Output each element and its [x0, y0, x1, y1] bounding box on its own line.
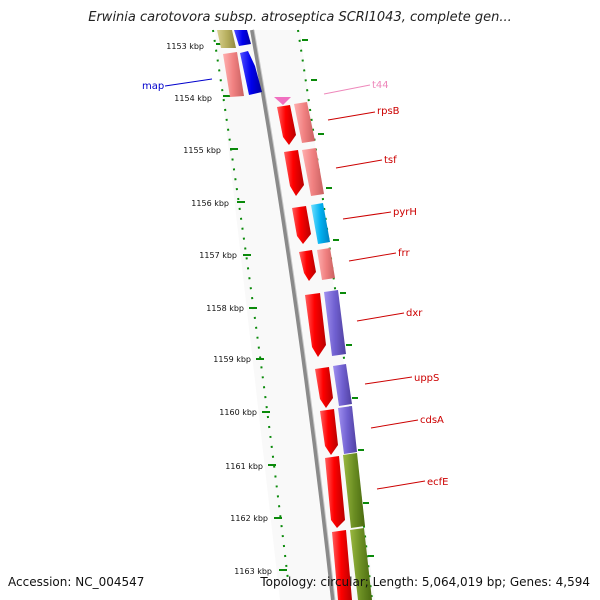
gene-rpsB[interactable] — [294, 102, 315, 143]
gene-label-frr[interactable]: frr — [398, 248, 410, 259]
sequence-backbone — [250, 29, 335, 600]
gene-pyrH[interactable] — [311, 203, 330, 244]
gene-dxr[interactable] — [324, 290, 346, 356]
kbp-labels: 1153 kbp 1154 kbp 1155 kbp 1156 kbp 1157… — [166, 42, 272, 576]
feature-map-pink[interactable] — [223, 52, 244, 97]
gene-next-forward[interactable] — [332, 530, 352, 600]
gene-ecfE[interactable] — [343, 453, 365, 528]
leader-lines — [164, 78, 426, 490]
outer-ring-ticks — [302, 39, 374, 557]
gene-pyrH-forward[interactable] — [292, 206, 311, 244]
map-title: Erwinia carotovora subsp. atroseptica SC… — [88, 10, 512, 25]
kbp-label-1157: 1157 kbp — [199, 251, 237, 260]
gene-label-map[interactable]: map — [142, 81, 164, 92]
feature-khaki[interactable] — [217, 30, 236, 48]
gene-label-pyrH[interactable]: pyrH — [393, 207, 417, 218]
gene-next[interactable] — [350, 528, 372, 600]
gene-cdsA[interactable] — [338, 406, 357, 454]
kbp-label-1155: 1155 kbp — [183, 146, 221, 155]
gene-label-tsf[interactable]: tsf — [384, 155, 397, 166]
gene-label-t44[interactable]: t44 — [372, 80, 389, 91]
gene-cdsA-forward[interactable] — [320, 409, 338, 455]
gene-label-cdsA[interactable]: cdsA — [420, 415, 444, 426]
feature-map[interactable] — [240, 51, 262, 95]
kbp-label-1163: 1163 kbp — [234, 567, 272, 576]
kbp-label-1161: 1161 kbp — [225, 462, 263, 471]
feature-t44[interactable] — [274, 97, 291, 105]
upstream-features[interactable] — [217, 30, 262, 97]
gene-uppS-forward[interactable] — [315, 367, 333, 408]
gene-frr-forward[interactable] — [299, 250, 316, 281]
feature-blue-top[interactable] — [234, 30, 251, 46]
gene-tsf[interactable] — [302, 148, 324, 196]
kbp-label-1154: 1154 kbp — [174, 94, 212, 103]
gene-label-dxr[interactable]: dxr — [406, 308, 423, 319]
kbp-label-1160: 1160 kbp — [219, 408, 257, 417]
kbp-label-1159: 1159 kbp — [213, 355, 251, 364]
gene-frr[interactable] — [317, 248, 335, 280]
gene-labels: map t44 rpsB tsf pyrH frr dxr uppS cdsA … — [142, 80, 449, 488]
gene-rpsB-forward[interactable] — [277, 105, 296, 145]
gene-tsf-forward[interactable] — [284, 150, 304, 196]
kbp-label-1156: 1156 kbp — [191, 199, 229, 208]
backbone-highlight — [253, 29, 336, 600]
gene-ecfE-forward[interactable] — [325, 456, 345, 528]
summary-text: Topology: circular; Length: 5,064,019 bp… — [260, 575, 590, 589]
gene-features[interactable] — [277, 102, 372, 600]
gene-uppS[interactable] — [333, 364, 352, 406]
kbp-label-1162: 1162 kbp — [230, 514, 268, 523]
accession-text: Accession: NC_004547 — [8, 575, 145, 589]
gene-label-rpsB[interactable]: rpsB — [377, 106, 400, 117]
kbp-label-1153: 1153 kbp — [166, 42, 204, 51]
kbp-label-1158: 1158 kbp — [206, 304, 244, 313]
kbp-ticks — [216, 43, 287, 571]
gene-label-ecfE[interactable]: ecfE — [427, 477, 449, 488]
gene-dxr-forward[interactable] — [305, 293, 326, 357]
gene-label-uppS[interactable]: uppS — [414, 373, 439, 384]
